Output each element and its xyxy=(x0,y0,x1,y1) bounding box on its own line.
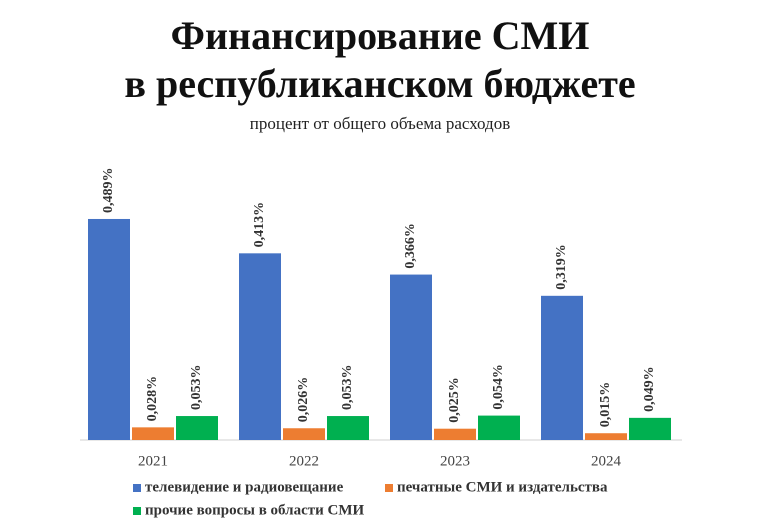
value-label: 0,025% xyxy=(447,377,462,423)
bar xyxy=(390,274,432,440)
chart-subtitle: процент от общего объема расходов xyxy=(250,114,510,133)
value-label: 0,319% xyxy=(554,244,569,290)
bar xyxy=(585,433,627,440)
value-label: 0,413% xyxy=(252,202,267,248)
bar xyxy=(176,416,218,440)
value-label: 0,054% xyxy=(491,364,506,410)
legend-swatch xyxy=(133,484,141,492)
x-tick-label: 2023 xyxy=(440,453,470,469)
x-tick-label: 2021 xyxy=(138,453,168,469)
value-label: 0,028% xyxy=(145,376,160,422)
x-tick-label: 2022 xyxy=(289,453,319,469)
legend-swatch xyxy=(385,484,393,492)
bar xyxy=(239,253,281,440)
bar xyxy=(478,415,520,440)
value-label: 0,015% xyxy=(598,382,613,428)
legend-label: прочие вопросы в области СМИ xyxy=(145,502,365,518)
bar xyxy=(541,295,583,440)
value-label: 0,366% xyxy=(403,223,418,269)
legend-label: печатные СМИ и издательства xyxy=(397,479,608,495)
bar xyxy=(434,428,476,440)
legend-label: телевидение и радиовещание xyxy=(145,479,344,495)
x-tick-label: 2024 xyxy=(591,453,622,469)
bar xyxy=(629,417,671,440)
value-label: 0,489% xyxy=(101,167,116,213)
legend-swatch xyxy=(133,507,141,515)
value-label: 0,049% xyxy=(642,366,657,412)
value-label: 0,053% xyxy=(189,365,204,411)
bar xyxy=(132,427,174,440)
bar xyxy=(88,218,130,440)
value-label: 0,053% xyxy=(340,365,355,411)
bar xyxy=(327,416,369,440)
bar xyxy=(283,428,325,440)
chart-title: Финансирование СМИ xyxy=(171,13,590,58)
chart-title: в республиканском бюджете xyxy=(124,61,635,106)
value-label: 0,026% xyxy=(296,377,311,423)
